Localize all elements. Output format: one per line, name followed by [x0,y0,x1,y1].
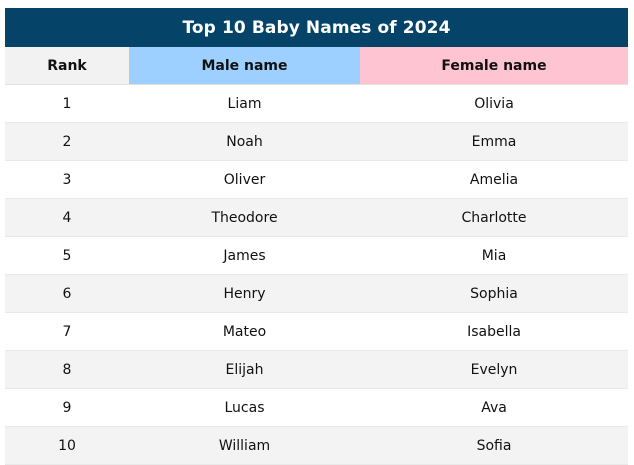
male-name-cell: Henry [223,285,266,302]
table-header-row: Rank Male name Female name [5,47,628,85]
male-name-cell: Oliver [223,171,266,188]
female-name-cell: Mia [481,247,507,264]
header-rank: Rank [5,47,129,84]
table-row: 7 Mateo Isabella [5,313,628,351]
header-female-name: Female name [360,47,628,84]
female-name-cell: Emma [471,133,517,150]
male-name-cell: Theodore [211,209,278,226]
rank-cell: 3 [62,171,72,188]
rank-cell: 6 [62,285,72,302]
female-name-cell: Ava [481,399,507,416]
table-row: 4 Theodore Charlotte [5,199,628,237]
male-name-cell: Lucas [224,399,265,416]
rank-cell: 1 [62,95,72,112]
table-row: 5 James Mia [5,237,628,275]
rank-cell: 4 [62,209,72,226]
male-name-cell: Liam [227,95,262,112]
baby-names-table: Top 10 Baby Names of 2024 Rank Male name… [5,8,628,465]
rank-cell: 9 [62,399,72,416]
rank-cell: 5 [62,247,72,264]
male-name-cell: Elijah [225,361,264,378]
female-name-cell: Olivia [474,95,514,112]
table-row: 9 Lucas Ava [5,389,628,427]
female-name-cell: Sophia [470,285,518,302]
rank-cell: 10 [58,437,76,454]
rank-cell: 8 [62,361,72,378]
female-name-cell: Charlotte [461,209,527,226]
male-name-cell: James [223,247,266,264]
table-row: 10 William Sofia [5,427,628,465]
rank-cell: 2 [62,133,72,150]
female-name-cell: Isabella [467,323,521,340]
header-male-name: Male name [129,47,360,84]
male-name-cell: Mateo [222,323,267,340]
table-title: Top 10 Baby Names of 2024 [5,8,628,47]
table-row: 3 Oliver Amelia [5,161,628,199]
female-name-cell: Evelyn [470,361,518,378]
female-name-cell: Sofia [476,437,512,454]
male-name-cell: William [218,437,271,454]
table-row: 8 Elijah Evelyn [5,351,628,389]
male-name-cell: Noah [226,133,263,150]
rank-cell: 7 [62,323,72,340]
female-name-cell: Amelia [469,171,519,188]
table-row: 1 Liam Olivia [5,85,628,123]
table-row: 6 Henry Sophia [5,275,628,313]
table-row: 2 Noah Emma [5,123,628,161]
